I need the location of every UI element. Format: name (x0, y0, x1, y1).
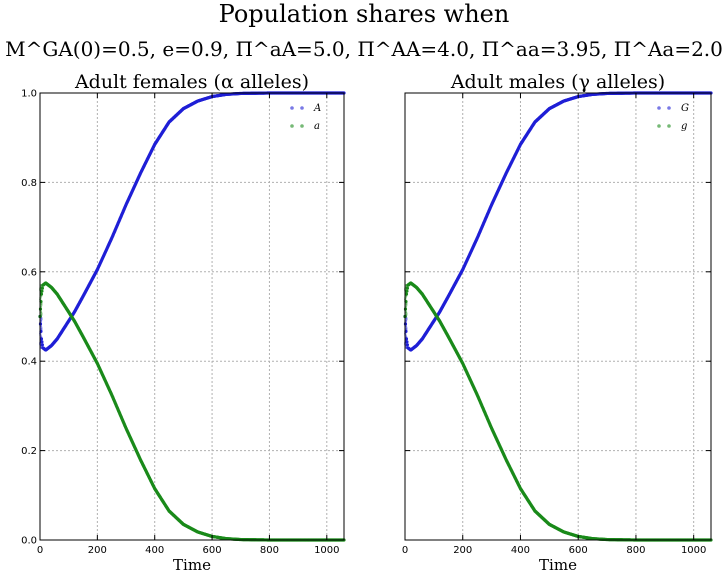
legend: Aa (290, 103, 321, 132)
legend-label: G (681, 103, 689, 114)
data-point (40, 346, 43, 349)
x-tick-label: 1000 (681, 545, 706, 556)
x-axis-label: Time (173, 556, 211, 574)
figure-subtitle: M^GA(0)=0.5, e=0.9, Π^aA=5.0, Π^AA=4.0, … (5, 37, 723, 61)
legend-marker (290, 124, 294, 128)
legend-marker (667, 106, 671, 110)
x-tick-label: 0 (37, 545, 43, 556)
y-tick-label: 0.0 (21, 536, 37, 547)
panel-title: Adult males (γ alleles) (450, 71, 665, 93)
x-tick-label: 400 (511, 545, 530, 556)
y-tick-label: 0.2 (21, 446, 37, 457)
panel-1: 0 200 400 600 800 1000 0.0 0.2 0.4 0.6 0.8 1.0 Adult… (21, 71, 346, 574)
y-tick-label: 0.4 (21, 357, 37, 368)
x-tick-label: 600 (203, 545, 222, 556)
legend-label: a (314, 121, 320, 132)
data-point (40, 284, 43, 287)
series-a (38, 281, 346, 542)
panel-title: Adult females (α alleles) (74, 71, 309, 93)
figure-title: Population shares when (219, 0, 510, 28)
y-tick-label: 0.6 (21, 267, 37, 278)
legend-label: g (681, 121, 687, 132)
x-tick-label: 0 (402, 545, 408, 556)
series-A (38, 91, 346, 352)
legend-marker (300, 106, 304, 110)
axes-frame (39, 92, 345, 541)
series-g (403, 281, 713, 542)
y-tick-label: 1.0 (21, 89, 37, 100)
x-tick-label: 200 (88, 545, 107, 556)
series-G (403, 91, 713, 352)
x-tick-label: 800 (626, 545, 645, 556)
data-point (405, 346, 408, 349)
x-tick-label: 800 (260, 545, 279, 556)
x-tick-label: 1000 (314, 545, 339, 556)
x-axis-label: Time (539, 556, 577, 574)
legend-marker (667, 124, 671, 128)
data-point (405, 284, 408, 287)
y-tick-label: 0.8 (21, 178, 37, 189)
panel-2: 0 200 400 600 800 1000 Adult males (γ alleles)… (402, 71, 713, 574)
x-tick-label: 400 (145, 545, 164, 556)
axes-frame (404, 92, 712, 541)
x-tick-label: 200 (453, 545, 472, 556)
legend-label: A (313, 103, 321, 114)
legend-marker (657, 124, 661, 128)
legend-marker (300, 124, 304, 128)
legend-marker (290, 106, 294, 110)
x-tick-label: 600 (569, 545, 588, 556)
legend-marker (657, 106, 661, 110)
legend: Gg (657, 103, 689, 132)
